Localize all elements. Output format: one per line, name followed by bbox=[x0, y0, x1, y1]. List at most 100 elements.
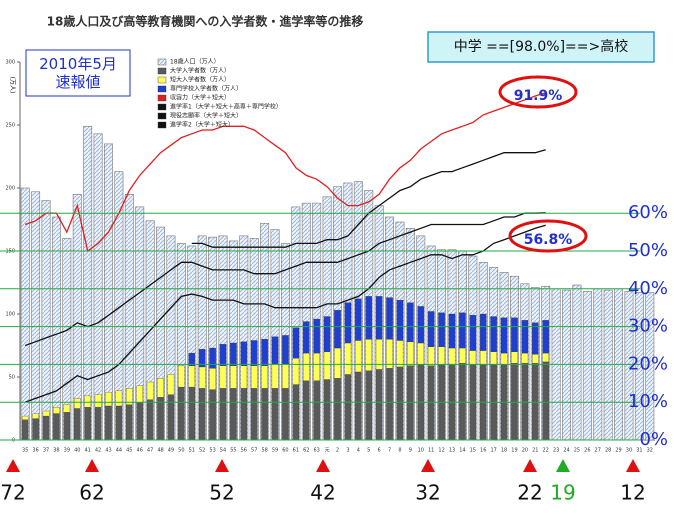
stack-bar bbox=[469, 315, 477, 351]
stack-bar bbox=[63, 404, 71, 413]
stack-bar bbox=[178, 365, 185, 388]
stack-bar bbox=[479, 313, 487, 351]
stack-bar bbox=[302, 321, 310, 354]
legend-label: 進学率2（大学＋短大） bbox=[170, 121, 234, 129]
x-tick-label: 8 bbox=[398, 448, 401, 454]
x-tick-label: 元 bbox=[325, 448, 330, 454]
stack-bar bbox=[532, 362, 539, 441]
x-tick-label: 2 bbox=[336, 448, 339, 454]
x-tick-label: 28 bbox=[605, 448, 611, 454]
stack-bar bbox=[32, 413, 39, 419]
x-tick-label: 25 bbox=[574, 448, 580, 454]
stack-bar bbox=[521, 320, 529, 354]
chart-title: 18歳人口及び高等教育機関への入学者数・進学率等の推移 bbox=[47, 14, 364, 29]
stack-bar bbox=[282, 335, 289, 365]
stack-bar bbox=[542, 352, 549, 363]
x-tick-label: 23 bbox=[553, 448, 559, 454]
stack-bar bbox=[198, 388, 206, 441]
y2-tick-label: 20% bbox=[628, 353, 668, 374]
stack-bar bbox=[282, 364, 289, 389]
stack-bar bbox=[302, 352, 310, 381]
x-tick-label: 45 bbox=[126, 448, 132, 454]
stack-bar bbox=[271, 388, 279, 441]
legend-swatch bbox=[157, 67, 167, 75]
age-marker-label: 52 bbox=[209, 481, 234, 505]
stack-bar bbox=[292, 327, 300, 359]
y2-tick-label: 0% bbox=[639, 429, 668, 450]
x-tick-label: 32 bbox=[647, 448, 653, 454]
rate-line bbox=[24, 212, 546, 347]
stack-bar bbox=[427, 311, 435, 347]
legend-swatch bbox=[157, 103, 167, 111]
stack-bar bbox=[63, 412, 71, 441]
x-tick-label: 60 bbox=[282, 448, 288, 454]
stack-bar bbox=[105, 405, 112, 441]
x-tick-label: 39 bbox=[64, 448, 70, 454]
x-tick-label: 24 bbox=[563, 448, 569, 454]
stack-bar bbox=[261, 365, 268, 389]
stack-bar bbox=[167, 374, 175, 395]
stack-bar bbox=[365, 370, 373, 441]
age-marker-label: 72 bbox=[0, 481, 25, 505]
stack-bar bbox=[542, 361, 549, 441]
y2-tick-label: 10% bbox=[628, 391, 668, 412]
age-marker-triangle bbox=[556, 459, 570, 472]
stack-bar bbox=[146, 399, 154, 441]
x-tick-label: 15 bbox=[470, 448, 476, 454]
stack-bar bbox=[84, 407, 91, 441]
stack-bar bbox=[136, 385, 143, 403]
stack-bar bbox=[375, 339, 383, 370]
age-marker-triangle bbox=[316, 459, 330, 472]
stack-bar bbox=[521, 352, 529, 364]
legend-label: 専門学校入学者数（万人） bbox=[170, 85, 242, 93]
stack-bar bbox=[240, 365, 248, 389]
x-tick-label: 29 bbox=[615, 448, 621, 454]
stack-bar bbox=[334, 310, 341, 349]
population-bar bbox=[31, 191, 41, 441]
stack-bar bbox=[500, 352, 508, 365]
stack-bar bbox=[271, 336, 279, 365]
age-marker-triangle bbox=[215, 459, 229, 472]
x-tick-label: 13 bbox=[449, 448, 455, 454]
stack-bar bbox=[53, 407, 60, 414]
x-tick-label: 58 bbox=[261, 448, 267, 454]
legend-swatch bbox=[157, 121, 167, 129]
x-tick-label: 36 bbox=[32, 448, 38, 454]
stack-bar bbox=[448, 347, 456, 365]
stack-bar bbox=[230, 365, 237, 389]
stack-bar bbox=[198, 349, 206, 368]
legend-swatch bbox=[157, 58, 167, 66]
x-tick-label: 61 bbox=[293, 448, 299, 454]
legend-label: 大学入学者数（万人） bbox=[170, 67, 230, 75]
y2-tick-label: 40% bbox=[628, 278, 668, 299]
y-tick-label: 250 bbox=[5, 123, 15, 129]
x-tick-label: 16 bbox=[480, 448, 486, 454]
legend-label: 進学率1（大学＋短大＋高専＋専門学校） bbox=[170, 103, 282, 111]
x-tick-label: 12 bbox=[438, 448, 444, 454]
age-marker-triangle bbox=[626, 459, 640, 472]
x-tick-label: 9 bbox=[409, 448, 412, 454]
population-bar bbox=[562, 289, 571, 441]
stack-bar bbox=[365, 296, 373, 340]
x-tick-label: 20 bbox=[522, 448, 528, 454]
x-tick-label: 3 bbox=[346, 448, 349, 454]
stack-bar bbox=[427, 365, 435, 441]
stack-bar bbox=[115, 405, 123, 441]
stack-bar bbox=[448, 313, 456, 349]
stack-bar bbox=[500, 317, 508, 354]
stack-bar bbox=[21, 415, 29, 420]
stack-bar bbox=[230, 388, 237, 441]
stack-bar bbox=[407, 341, 414, 366]
stack-bar bbox=[323, 379, 331, 441]
stack-bar bbox=[250, 365, 258, 389]
x-tick-label: 63 bbox=[313, 448, 319, 454]
stack-bar bbox=[219, 344, 227, 366]
legend-swatch bbox=[157, 76, 167, 84]
note-box: 2010年5月速報値 bbox=[25, 49, 131, 97]
legend-swatch bbox=[157, 94, 167, 102]
stack-bar bbox=[188, 365, 196, 388]
stack-bar bbox=[271, 364, 279, 389]
stack-bar bbox=[438, 312, 445, 347]
stack-bar bbox=[261, 339, 268, 366]
population-bar bbox=[572, 284, 582, 441]
